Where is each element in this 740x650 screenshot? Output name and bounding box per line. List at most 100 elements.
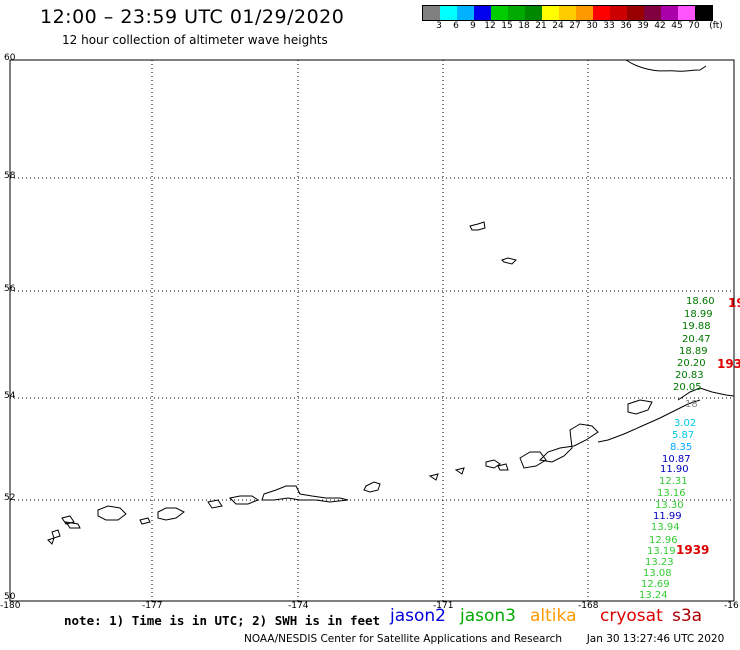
color-swatch bbox=[491, 6, 508, 20]
color-scale-label: 27 bbox=[569, 21, 581, 31]
color-scale-label: 9 bbox=[470, 21, 476, 31]
wave-height-value: 13.30 bbox=[655, 500, 684, 511]
track-id-label: 1939 bbox=[676, 543, 710, 557]
wave-height-value: 18.60 bbox=[686, 296, 715, 307]
color-scale-label: (ft) bbox=[709, 21, 723, 31]
color-scale-label: 15 bbox=[501, 21, 513, 31]
track-id-label: 19 bbox=[728, 296, 740, 310]
wave-height-value: 12.69 bbox=[641, 579, 670, 590]
wave-height-value: 20.20 bbox=[677, 358, 706, 369]
color-swatch bbox=[525, 6, 542, 20]
map-frame bbox=[9, 59, 735, 602]
atka-island bbox=[363, 481, 381, 493]
color-scale-label: 21 bbox=[535, 21, 547, 31]
wave-height-value: 8.35 bbox=[670, 442, 693, 453]
wave-height-value: 13.19 bbox=[647, 546, 676, 557]
umnak-island bbox=[519, 451, 547, 469]
satellite-altika: altika bbox=[530, 606, 577, 626]
color-swatch bbox=[457, 6, 474, 20]
color-swatch bbox=[576, 6, 593, 20]
color-scale-label: 6 bbox=[453, 21, 459, 31]
color-swatch bbox=[440, 6, 457, 20]
track-id-label: 193 bbox=[717, 357, 740, 371]
color-scale-bar bbox=[422, 5, 713, 21]
coastlines bbox=[47, 59, 735, 545]
lat-label: 54 bbox=[4, 391, 16, 401]
lon-label: -180 bbox=[0, 601, 21, 611]
satellite-name: cryosat bbox=[600, 606, 663, 626]
color-scale-label: 3 bbox=[436, 21, 442, 31]
color-scale-label: 33 bbox=[603, 21, 615, 31]
satellite-jason2: jason2 bbox=[390, 606, 446, 626]
wave-height-value: 10.87 bbox=[662, 454, 691, 465]
attu-island bbox=[97, 505, 127, 521]
lat-label: 50 bbox=[4, 592, 16, 602]
lat-label: 56 bbox=[4, 284, 16, 294]
color-scale-label: 42 bbox=[654, 21, 666, 31]
color-scale-label: 36 bbox=[620, 21, 632, 31]
color-scale-label: 24 bbox=[552, 21, 564, 31]
color-scale-label: 12 bbox=[484, 21, 496, 31]
wave-height-value: 18.99 bbox=[684, 309, 713, 320]
wave-height-value: 20.05 bbox=[673, 382, 702, 393]
near-islands bbox=[47, 515, 81, 545]
satellite-name: s3a bbox=[672, 606, 703, 626]
color-scale-label: 18 bbox=[518, 21, 530, 31]
color-swatch bbox=[474, 6, 491, 20]
satellite-s3a: s3a bbox=[672, 606, 702, 626]
wave-height-value: 20.83 bbox=[675, 370, 704, 381]
satellite-jason3: jason3 bbox=[460, 606, 516, 626]
wave-height-value: 11.90 bbox=[660, 464, 689, 475]
wave-height-value: 11.99 bbox=[653, 511, 682, 522]
color-scale-label: 45 bbox=[671, 21, 683, 31]
satellite-name: altika bbox=[530, 606, 577, 626]
color-swatch bbox=[661, 6, 678, 20]
wave-height-value: 12.96 bbox=[649, 535, 678, 546]
lon-label: -168 bbox=[578, 601, 599, 611]
wave-height-value: 5.87 bbox=[672, 430, 695, 441]
wave-height-value: 3.02 bbox=[674, 418, 697, 429]
color-scale-label: 70 bbox=[688, 21, 700, 31]
color-swatch bbox=[627, 6, 644, 20]
color-scale-label: 30 bbox=[586, 21, 598, 31]
wave-height-value: 20.47 bbox=[682, 334, 711, 345]
graticule bbox=[10, 60, 734, 601]
color-swatch bbox=[423, 6, 440, 20]
rat-islands bbox=[207, 495, 260, 509]
color-swatch bbox=[542, 6, 559, 20]
footer-credit: NOAA/NESDIS Center for Satellite Applica… bbox=[244, 633, 724, 645]
wave-height-value: 13.23 bbox=[645, 557, 674, 568]
map-subtitle: 12 hour collection of altimeter wave hei… bbox=[62, 33, 328, 47]
wave-height-value: 19.88 bbox=[682, 321, 711, 332]
color-swatch bbox=[644, 6, 661, 20]
color-scale-labels: 3 6 9 12 15 18 21 24 27 30 33 36 39 42 45 70 (ft) bbox=[422, 21, 740, 33]
satellite-name: jason3 bbox=[460, 606, 516, 626]
map-title: 12:00 – 23:59 UTC 01/29/2020 bbox=[40, 6, 345, 28]
unalaska-island bbox=[538, 423, 599, 463]
wave-height-value: 13.94 bbox=[651, 522, 680, 533]
lat-label: 58 bbox=[4, 171, 16, 181]
color-swatch bbox=[508, 6, 525, 20]
pribilof-st-george bbox=[501, 257, 517, 265]
color-swatch bbox=[678, 6, 695, 20]
unimak-island bbox=[627, 399, 653, 415]
credit-text: NOAA/NESDIS Center for Satellite Applica… bbox=[244, 633, 562, 645]
seguam-island bbox=[428, 467, 465, 481]
wave-height-value: 12.31 bbox=[659, 476, 688, 487]
lon-label: -174 bbox=[288, 601, 309, 611]
wave-height-value: 13.16 bbox=[657, 488, 686, 499]
lon-label: -171 bbox=[433, 601, 454, 611]
satellite-name: jason2 bbox=[390, 606, 446, 626]
lon-label: -177 bbox=[142, 601, 163, 611]
satellite-cryosat: cryosat bbox=[600, 606, 663, 626]
mainland-alaska-coast bbox=[625, 59, 707, 72]
color-swatch bbox=[695, 6, 712, 20]
pribilof-st-paul bbox=[469, 221, 486, 231]
color-swatch bbox=[593, 6, 610, 20]
wave-height-value: 13.08 bbox=[643, 568, 672, 579]
lat-label: 52 bbox=[4, 493, 16, 503]
wave-height-value: 18 bbox=[685, 399, 698, 410]
buldir-island bbox=[139, 517, 151, 525]
wave-height-value: 18.89 bbox=[679, 346, 708, 357]
